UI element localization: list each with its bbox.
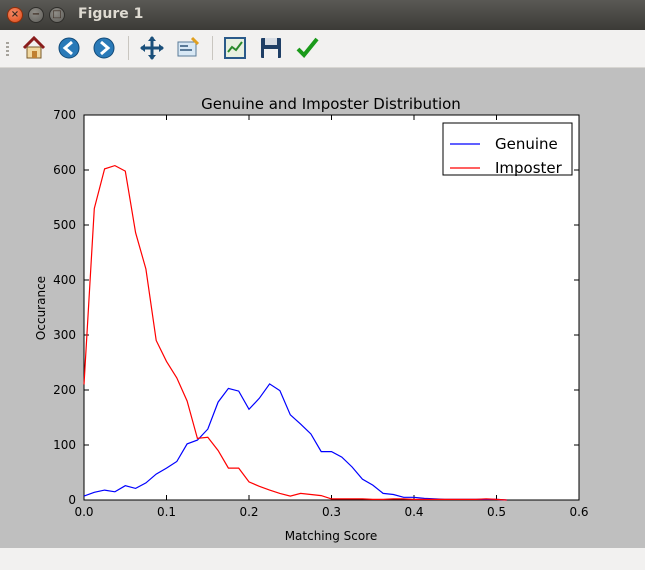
legend-label-imposter: Imposter (495, 159, 563, 177)
chart-title: Genuine and Imposter Distribution (201, 95, 461, 113)
x-tick-label: 0.6 (569, 505, 588, 519)
zoom-rect-icon (177, 36, 200, 57)
legend-box (442, 122, 573, 176)
forward-button[interactable] (90, 34, 118, 62)
window-title: Figure 1 (78, 6, 144, 22)
zoom-button[interactable] (174, 34, 202, 62)
home-button[interactable] (20, 34, 48, 62)
y-tick-label: 500 (53, 218, 76, 232)
y-tick-label: 0 (68, 493, 76, 507)
home-icon (22, 35, 46, 59)
y-tick-label: 300 (53, 328, 76, 342)
x-axis-label: Matching Score (285, 529, 378, 543)
back-button[interactable] (55, 34, 83, 62)
x-tick-label: 0.4 (404, 505, 423, 519)
maximize-button[interactable]: □ (49, 7, 65, 23)
figure-canvas[interactable]: Genuine and Imposter Distribution Matchi… (0, 68, 645, 548)
y-tick-label: 100 (53, 438, 76, 452)
toolbar-grip[interactable] (6, 42, 9, 56)
x-tick-label: 0.5 (487, 505, 506, 519)
pan-button[interactable] (138, 34, 166, 62)
y-tick-label: 200 (53, 383, 76, 397)
arrow-left-icon (58, 37, 80, 59)
save-button[interactable] (257, 34, 285, 62)
move-icon (140, 36, 164, 60)
y-tick-label: 400 (53, 273, 76, 287)
arrow-right-icon (93, 37, 115, 59)
plot-area (83, 114, 580, 501)
close-icon: × (10, 9, 20, 20)
status-bar (0, 548, 645, 570)
series-line-imposter (83, 164, 507, 501)
legend: Genuine Imposter (442, 122, 573, 177)
toolbar-separator (212, 36, 213, 60)
close-button[interactable]: × (7, 7, 23, 23)
title-bar[interactable]: × − □ Figure 1 (0, 0, 645, 30)
y-tick-label: 700 (53, 108, 76, 122)
y-tick-label: 600 (53, 163, 76, 177)
minimize-icon: − (31, 9, 41, 20)
chart[interactable]: Genuine and Imposter Distribution Matchi… (0, 68, 645, 548)
checkmark-icon (296, 37, 319, 58)
edit-button[interactable] (293, 34, 321, 62)
legend-label-genuine: Genuine (495, 135, 558, 153)
x-tick-label: 0.2 (239, 505, 258, 519)
y-axis-label: Occurance (34, 276, 48, 340)
x-tick-label: 0.3 (322, 505, 341, 519)
x-tick-label: 0.0 (74, 505, 93, 519)
floppy-icon (261, 38, 281, 58)
subplots-icon (224, 37, 246, 59)
x-tick-label: 0.1 (157, 505, 176, 519)
toolbar (0, 30, 645, 68)
maximize-icon: □ (52, 9, 62, 20)
minimize-button[interactable]: − (28, 7, 44, 23)
subplots-button[interactable] (221, 34, 249, 62)
toolbar-separator (128, 36, 129, 60)
